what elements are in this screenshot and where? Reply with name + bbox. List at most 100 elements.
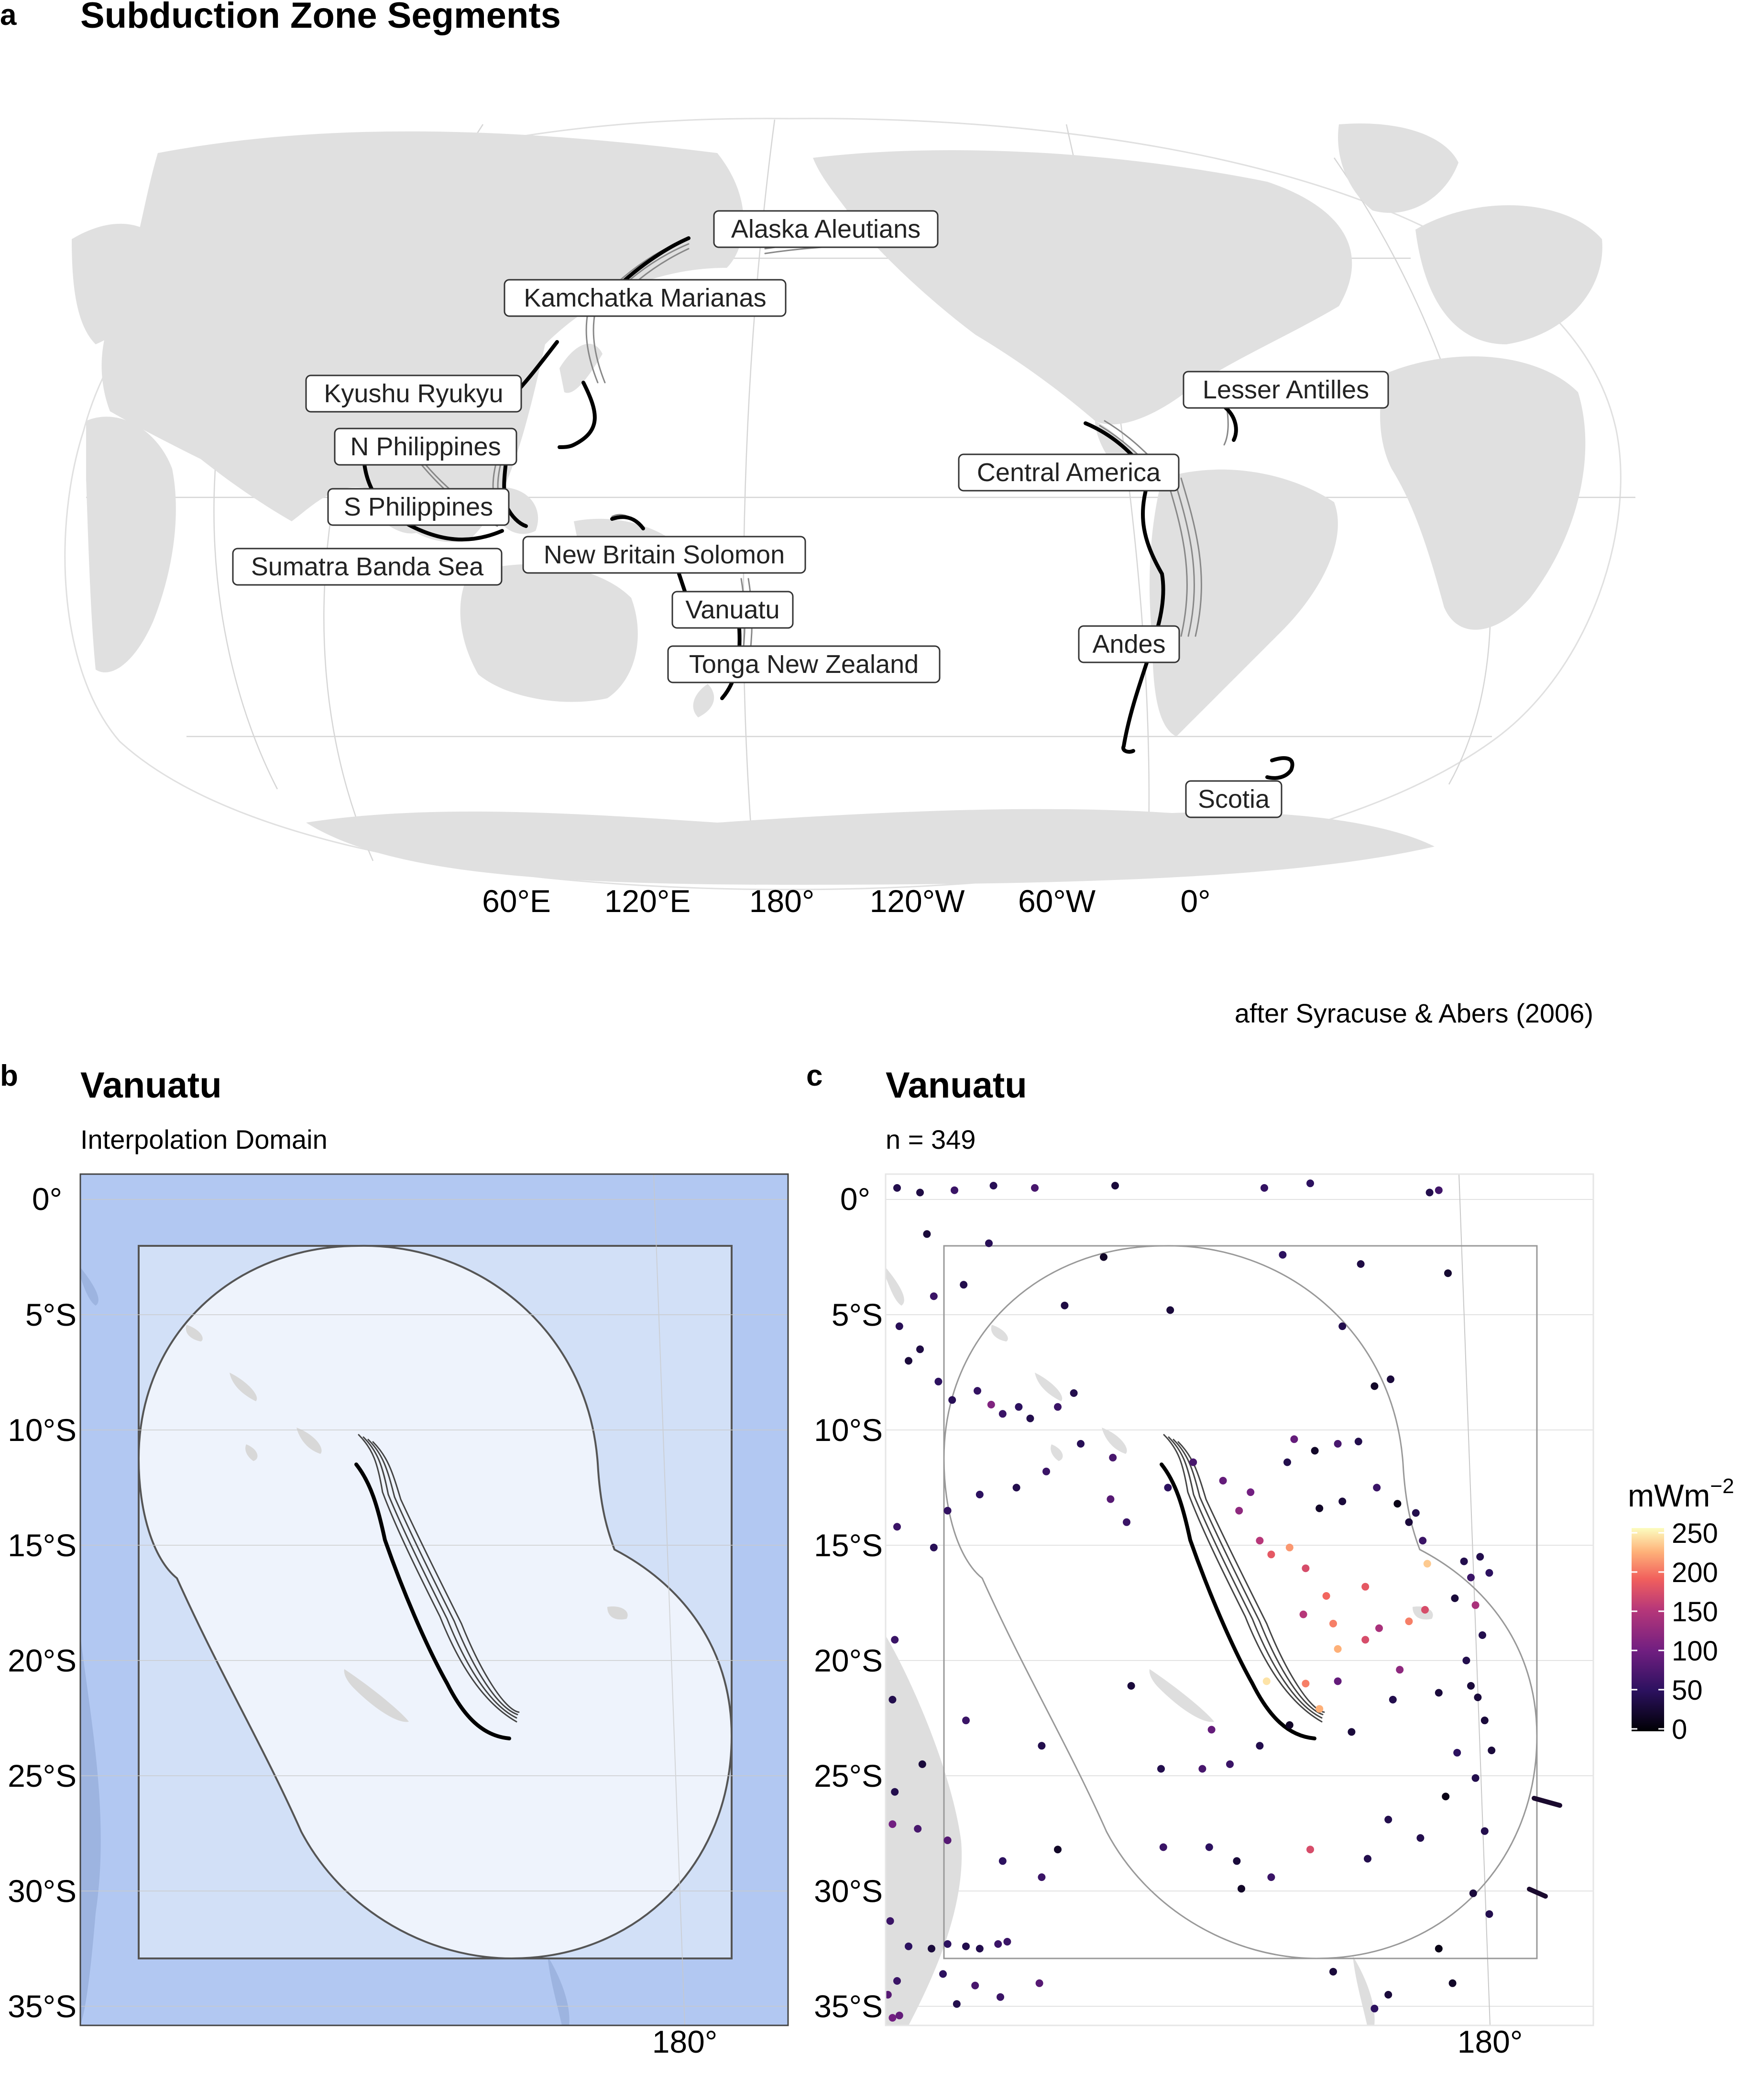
heat-flow-point	[1354, 1438, 1362, 1446]
heat-flow-point	[1285, 1543, 1294, 1551]
heat-flow-point	[1262, 1677, 1271, 1685]
heat-flow-point	[1393, 1500, 1402, 1508]
heat-flow-point	[1451, 1594, 1459, 1602]
heat-flow-point	[1348, 1728, 1356, 1736]
heat-flow-point	[1421, 1606, 1429, 1614]
heat-flow-point	[943, 1506, 952, 1515]
heat-flow-point	[1467, 1682, 1475, 1690]
panel-c-slab	[1160, 1434, 1325, 1740]
heat-flow-point	[985, 1239, 993, 1247]
panel-b-title: Vanuatu	[80, 1065, 222, 1106]
lon-label-60e: 60°E	[482, 883, 551, 919]
heat-flow-point	[1235, 1506, 1243, 1515]
heat-flow-point	[1238, 1885, 1245, 1893]
heat-flow-point	[1405, 1617, 1413, 1626]
heat-flow-point	[1107, 1495, 1115, 1503]
lon-label-0: 0°	[1180, 883, 1210, 919]
heat-flow-point	[1485, 1910, 1493, 1918]
heat-flow-point	[1419, 1537, 1427, 1545]
lat-label: 5°S	[25, 1297, 77, 1332]
panel-b-islands	[186, 1325, 628, 1722]
heat-flow-point	[916, 1188, 924, 1197]
panel-c-ridges	[1527, 1796, 1562, 1899]
heat-flow-point	[1299, 1610, 1307, 1618]
heat-flow-point	[1283, 1458, 1291, 1466]
land-japan	[559, 343, 603, 393]
lat-label: 0°	[32, 1181, 62, 1217]
heat-flow-point	[1306, 1846, 1314, 1854]
panel-c-trench	[1160, 1462, 1316, 1740]
heat-flow-point	[1012, 1484, 1020, 1492]
label-central-america: Central America	[977, 458, 1161, 487]
panel-b-trench	[354, 1462, 511, 1740]
panel-a: a Subduction Zone Segments	[0, 0, 1635, 1028]
heat-flow-point	[1361, 1583, 1370, 1591]
heat-flow-point	[1164, 1484, 1172, 1492]
colorbar-tick-labels: 250 200 150 100 50 0	[1672, 1518, 1718, 1745]
heat-flow-point	[1334, 1645, 1342, 1653]
legend-title: mWm−2	[1628, 1474, 1734, 1513]
heat-flow-point	[1338, 1322, 1347, 1330]
heat-flow-point	[895, 1322, 903, 1330]
heat-flow-point	[1003, 1938, 1011, 1946]
heat-flow-point	[1469, 1889, 1477, 1897]
lat-label: 25°S	[8, 1758, 77, 1793]
panel-c-title: Vanuatu	[886, 1065, 1027, 1106]
heat-flow-point	[998, 1410, 1007, 1418]
land-africa-east	[1380, 356, 1586, 630]
heat-flow-point	[1247, 1488, 1255, 1496]
label-tonga-new-zealand: Tonga New Zealand	[689, 650, 919, 679]
world-map	[64, 118, 1635, 891]
tick-label: 0	[1672, 1714, 1687, 1745]
heat-flow-point	[1370, 1382, 1379, 1390]
panel-c-lon-label: 180°	[1458, 2024, 1523, 2059]
segment-sumatra	[362, 448, 504, 542]
heat-flow-point	[1290, 1435, 1298, 1443]
heat-flow-point	[1256, 1742, 1264, 1750]
segment-lesser-antilles	[1222, 405, 1238, 442]
heat-flow-point	[1334, 1677, 1342, 1685]
lon-label-120e: 120°E	[604, 883, 691, 919]
heat-flow-point	[953, 2000, 961, 2008]
label-lesser-antilles: Lesser Antilles	[1203, 375, 1369, 404]
colorbar	[1632, 1528, 1664, 1731]
segment-labels: Alaska Aleutians Kamchatka Marianas Kyus…	[232, 210, 1389, 818]
heat-flow-point	[1127, 1682, 1135, 1690]
lat-label: 5°S	[832, 1297, 883, 1332]
heat-flow-point	[916, 1345, 924, 1353]
heat-flow-point	[1412, 1509, 1420, 1517]
heat-flow-point	[1416, 1834, 1425, 1842]
label-s-philippines: S Philippines	[344, 493, 493, 521]
panel-c-box	[943, 1245, 1538, 1959]
heat-flow-point	[1256, 1537, 1264, 1545]
heat-flow-point	[1233, 1857, 1241, 1865]
heat-flow-point	[1405, 1518, 1413, 1526]
heat-flow-point	[1159, 1843, 1167, 1851]
tick-label: 200	[1672, 1557, 1718, 1588]
heat-flow-point	[930, 1292, 938, 1300]
heat-flow-point	[1329, 1968, 1337, 1976]
label-scotia: Scotia	[1198, 785, 1270, 814]
heat-flow-point	[1316, 1504, 1324, 1512]
lat-label: 10°S	[814, 1412, 883, 1448]
heat-flow-point	[886, 1990, 892, 1999]
land-africa	[86, 417, 176, 672]
heat-flow-point	[997, 1993, 1004, 2001]
heat-flow-point	[1226, 1760, 1234, 1768]
lat-label: 20°S	[8, 1643, 77, 1678]
land-europe-east	[1415, 205, 1602, 344]
heat-flow-point	[905, 1357, 912, 1365]
heat-flow-point	[1077, 1440, 1085, 1448]
heat-flow-point	[1389, 1695, 1397, 1704]
heat-flow-point	[1480, 1716, 1489, 1725]
heat-flow-point	[914, 1825, 922, 1833]
heat-flow-point	[1031, 1184, 1039, 1192]
lon-label-180: 180°	[749, 883, 815, 919]
tick-label: 250	[1672, 1518, 1718, 1549]
lon-label-120w: 120°W	[870, 883, 965, 919]
heat-flow-point	[1322, 1592, 1330, 1600]
land-greenland	[1338, 123, 1458, 213]
heat-flow-point	[1311, 1447, 1319, 1455]
label-vanuatu: Vanuatu	[685, 595, 779, 624]
